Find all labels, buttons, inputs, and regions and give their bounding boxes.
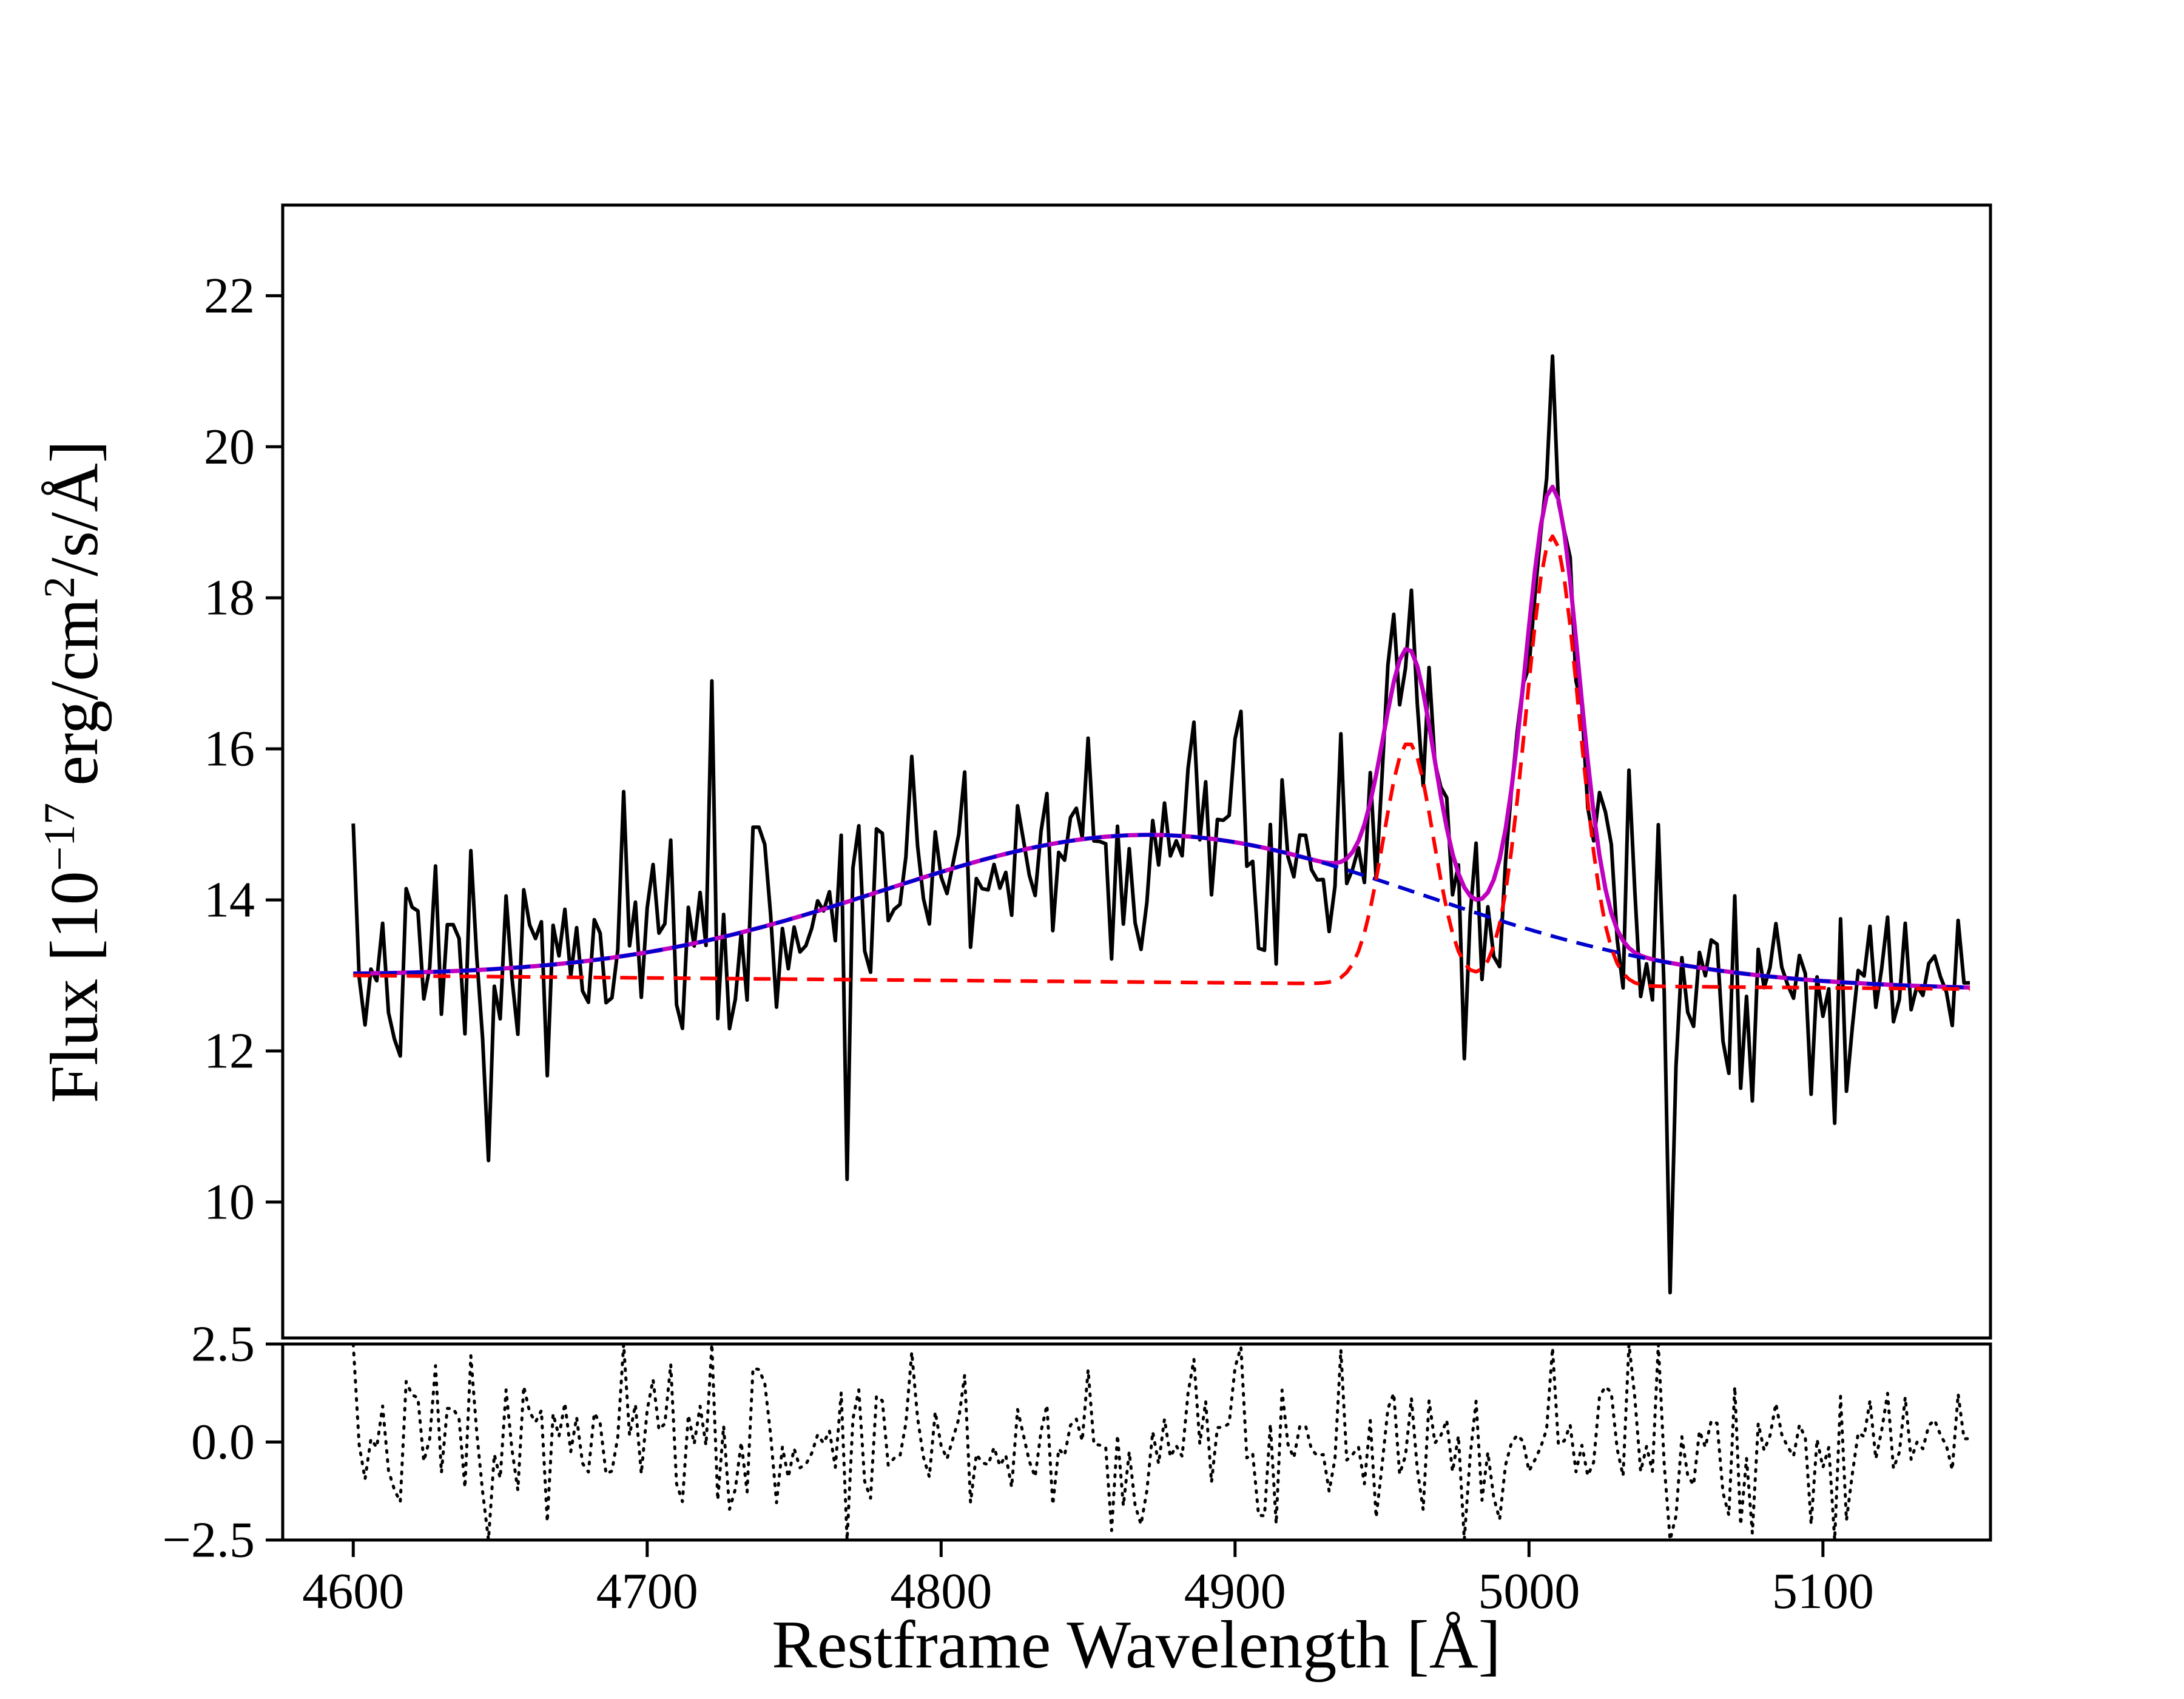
y-tick-label: 20 [204,419,255,475]
x-tick-label: 5000 [1478,1563,1580,1620]
x-tick-label: 4700 [596,1563,698,1620]
y-tick-label: 12 [204,1023,255,1079]
y-tick-label: 14 [204,872,255,928]
y-tick-label: 22 [204,268,255,324]
total-model-line [353,484,1970,990]
y-label-part: Flux [10 [37,871,112,1103]
axes-frame [266,203,1992,1557]
y-label-exponent: −17 [35,803,84,871]
residual-axes-data [351,1344,1972,1540]
y-label-part: erg/cm [37,598,112,803]
x-tick-label: 5100 [1772,1563,1874,1620]
y-tick-label: 16 [204,721,255,777]
residual-y-tick-label: −2.5 [163,1512,255,1569]
main-axes-data [351,354,1970,1295]
x-tick-label: 4600 [302,1563,404,1620]
observed-spectrum-line [351,354,1970,1295]
narrow-lines-plus-continuum-line [353,534,1970,991]
residual-y-tick-label: 2.5 [191,1316,255,1373]
main-panel-frame [281,203,1992,1340]
x-tick-label: 4800 [890,1563,992,1620]
residuals-line [351,1344,1972,1540]
x-axis-label: Restframe Wavelength [Å] [772,1607,1501,1683]
x-tick-label: 4900 [1184,1563,1286,1620]
residual-y-tick-label: 0.0 [191,1414,255,1470]
y-label-part: /s/Å] [37,441,112,576]
y-tick-label: 10 [204,1174,255,1230]
tick-labels: 10 12 14 16 18 20 22 2.5 0.0 −2.5 4600 4700 4800 4900… [163,268,1874,1620]
broad-component-line [353,833,1970,990]
y-tick-label: 18 [204,570,255,626]
y-label-exponent: 2 [35,576,84,598]
y-axis-label: Flux [10−17 erg/cm2/s/Å] [35,441,112,1103]
svg-text:Flux [10−17 erg/cm2/s/Å]: Flux [10−17 erg/cm2/s/Å] [35,441,112,1103]
